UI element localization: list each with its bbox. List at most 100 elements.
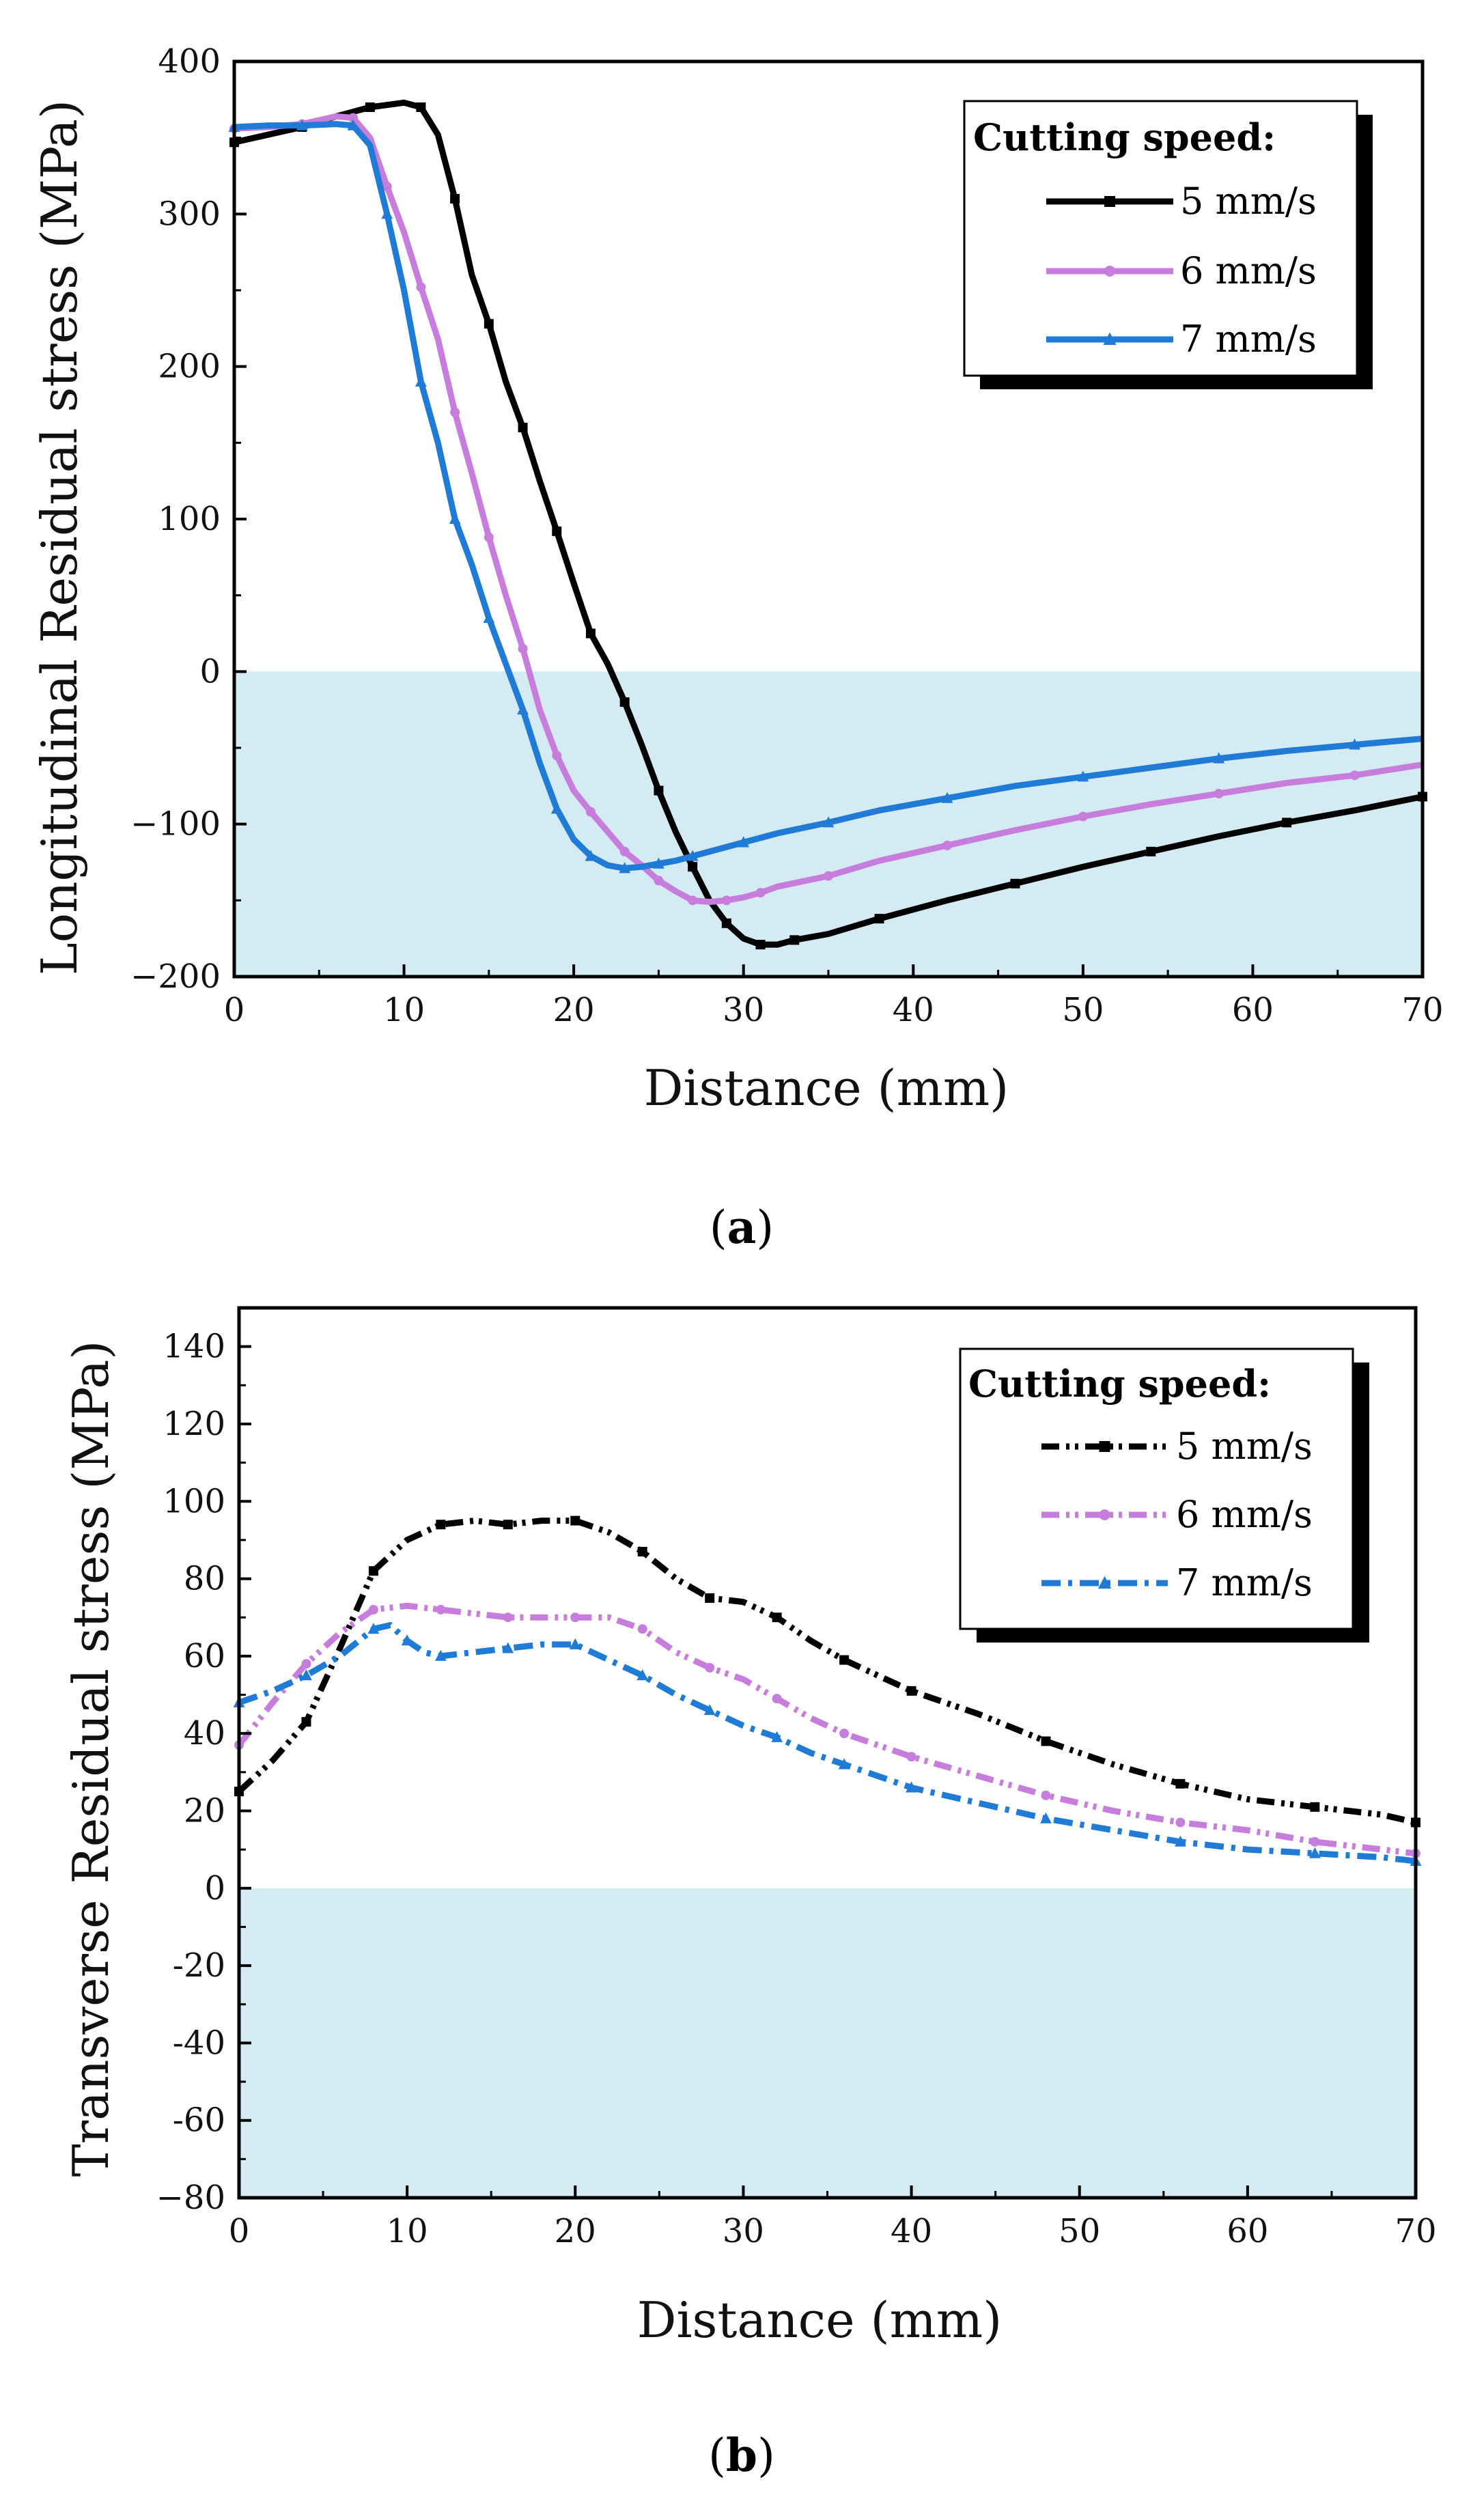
data-marker (586, 628, 596, 639)
x-tick-label: 60 (1227, 2212, 1268, 2250)
data-marker (502, 1642, 514, 1653)
y-tick-label: −80 (156, 2179, 225, 2217)
series-line (234, 99, 1423, 948)
data-marker (1078, 811, 1088, 822)
y-tick-label: 300 (158, 195, 221, 233)
data-marker (721, 918, 731, 928)
data-marker (838, 1758, 850, 1770)
data-marker (367, 1623, 380, 1634)
x-tick-label: 10 (387, 2212, 428, 2250)
legend-title: Cutting speed: (973, 115, 1276, 159)
y-tick-label: 140 (163, 1328, 225, 1366)
data-marker (755, 940, 766, 950)
y-tick-label: -40 (173, 2024, 225, 2062)
legend-label: 6 mm/s (1180, 249, 1317, 292)
x-tick-label: 70 (1395, 2212, 1436, 2250)
series-group (228, 99, 1427, 950)
data-marker (552, 526, 562, 536)
data-marker (824, 871, 833, 881)
x-axis-label: Distance (mm) (637, 2291, 1002, 2349)
data-marker (483, 612, 495, 624)
series-line (234, 113, 1423, 906)
data-marker (654, 876, 664, 886)
data-marker (484, 319, 494, 329)
data-marker (686, 850, 699, 861)
x-tick-label: 40 (891, 2212, 932, 2250)
data-marker (300, 1669, 312, 1681)
data-marker (705, 1662, 715, 1673)
legend-label: 7 mm/s (1180, 318, 1317, 361)
series-line (234, 121, 1423, 871)
series-line (238, 1622, 1416, 1864)
data-marker (1099, 1509, 1110, 1520)
data-marker (619, 846, 630, 856)
data-marker (941, 792, 953, 803)
panel-caption: (b) (708, 2429, 775, 2482)
negative-stress-region (239, 1888, 1416, 2198)
data-marker (368, 1566, 378, 1576)
data-marker (434, 1649, 447, 1661)
data-marker (416, 102, 426, 112)
x-axis-ticks: 0 10 20 30 40 50 60 70 (229, 2185, 1437, 2250)
legend-label: 6 mm/s (1176, 1493, 1313, 1536)
y-tick-label: 40 (184, 1714, 225, 1752)
data-marker (436, 1604, 446, 1615)
data-marker (1146, 846, 1156, 856)
data-marker (570, 1515, 580, 1526)
series-group (233, 1515, 1422, 1867)
data-marker (347, 119, 359, 130)
data-marker (550, 802, 563, 814)
y-axis-ticks: −200 −100 0 100 200 300 400 (130, 42, 247, 996)
data-marker (449, 512, 461, 524)
series-5-mm-s (229, 99, 1427, 950)
data-marker (822, 816, 835, 828)
data-marker (1349, 770, 1360, 781)
y-axis-label: Transverse Residual stress (MPa) (62, 1341, 120, 2177)
data-marker (906, 1686, 916, 1696)
data-marker (772, 1612, 782, 1623)
data-marker (619, 862, 631, 874)
data-marker (755, 888, 766, 898)
data-marker (636, 1669, 649, 1681)
legend-title: Cutting speed: (968, 1362, 1271, 1406)
data-marker (874, 914, 884, 924)
data-marker (570, 1612, 580, 1623)
data-marker (586, 807, 596, 817)
x-tick-label: 0 (224, 991, 245, 1029)
data-marker (301, 1717, 311, 1727)
series-7-mm-s (228, 119, 1423, 874)
data-marker (518, 423, 528, 432)
data-marker (839, 1729, 850, 1739)
x-tick-label: 60 (1232, 991, 1274, 1029)
data-marker (703, 1704, 716, 1716)
data-marker (637, 1624, 647, 1634)
x-tick-label: 0 (229, 2212, 250, 2250)
y-tick-label: 0 (204, 1869, 225, 1908)
y-tick-label: 20 (184, 1791, 225, 1830)
data-marker (1310, 1802, 1320, 1812)
y-tick-label: −200 (130, 958, 221, 996)
data-marker (1103, 332, 1117, 345)
data-marker (552, 751, 562, 761)
legend: Cutting speed: 5 mm/s 6 mm/s 7 mm/s (959, 1347, 1369, 1643)
x-axis-label: Distance (mm) (644, 1059, 1009, 1117)
y-tick-label: 200 (158, 348, 221, 386)
data-marker (381, 208, 393, 219)
data-marker (906, 1752, 916, 1762)
x-tick-label: 70 (1401, 991, 1443, 1029)
legend-label: 5 mm/s (1176, 1425, 1313, 1468)
data-marker (415, 375, 427, 387)
x-tick-label: 30 (723, 991, 764, 1029)
x-tick-label: 10 (383, 991, 425, 1029)
data-marker (789, 935, 800, 945)
data-marker (1041, 1736, 1051, 1746)
legend-items: 5 mm/s 6 mm/s 7 mm/s (1046, 180, 1317, 361)
x-tick-label: 50 (1059, 2212, 1100, 2250)
data-marker (1349, 738, 1360, 750)
data-marker (503, 1612, 513, 1623)
x-tick-label: 20 (553, 991, 595, 1029)
data-marker (517, 703, 529, 715)
data-marker (1099, 1441, 1110, 1452)
x-axis-ticks: 0 10 20 30 40 50 60 70 (224, 964, 1444, 1029)
data-marker (518, 643, 528, 654)
